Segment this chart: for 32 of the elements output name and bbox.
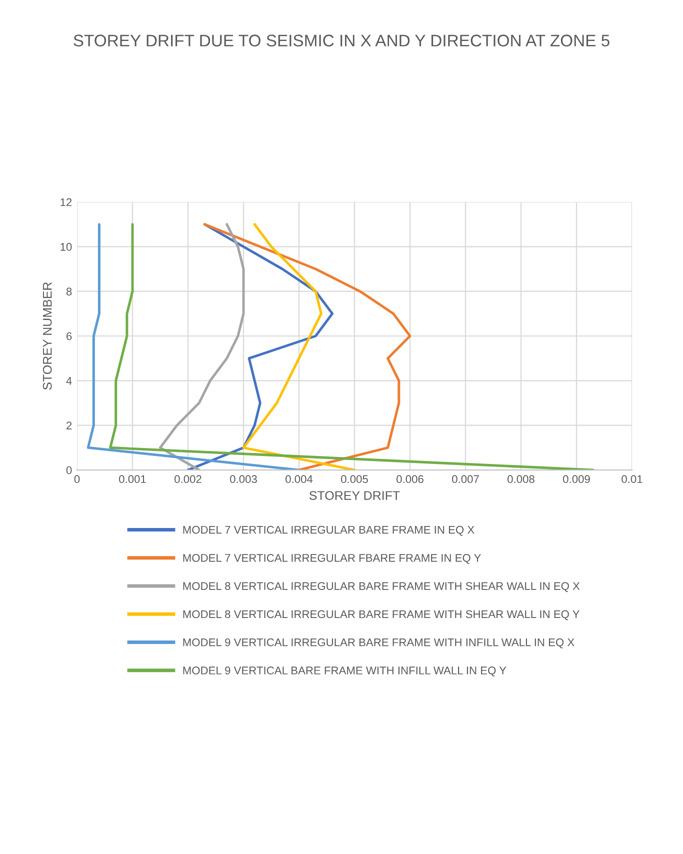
y-tick-label: 8 [66, 288, 72, 296]
x-tick-label: 0 [74, 475, 80, 484]
x-tick-label: 0.002 [174, 475, 202, 484]
y-tick-label: 12 [60, 198, 72, 206]
y-tick-label: 6 [66, 332, 72, 340]
line-series [86, 223, 300, 470]
legend-label: MODEL 8 VERTICAL IRREGULAR BARE FRAME WITH SHEAR WALL IN EQ X [183, 582, 580, 592]
x-tick-label: 0.008 [508, 475, 534, 484]
line-series [159, 223, 245, 470]
legend-label: MODEL 9 VERTICAL BARE FRAME WITH INFILL WALL IN EQ Y [183, 666, 506, 676]
line-series [109, 223, 594, 470]
x-tick-label: 0.005 [341, 475, 368, 484]
chart-title: STOREY DRIFT DUE TO SEISMIC IN X AND Y DIRECTION AT ZONE 5 [74, 34, 610, 46]
legend-label: MODEL 7 VERTICAL IRREGULAR FBARE FRAME IN EQ Y [183, 554, 481, 564]
y-tick-label: 2 [66, 422, 72, 430]
legend-label: MODEL 9 VERTICAL IRREGULAR BARE FRAME WITH INFILL WALL IN EQ X [183, 638, 574, 648]
y-axis-title: STOREY NUMBER [42, 282, 52, 390]
x-axis-title: STOREY DRIFT [309, 491, 400, 500]
x-tick-label: 0.009 [563, 475, 590, 484]
legend-label: MODEL 7 VERTICAL IRREGULAR BARE FRAME IN EQ X [183, 526, 474, 536]
y-tick-label: 0 [66, 466, 72, 474]
legend-label: MODEL 8 VERTICAL IRREGULAR BARE FRAME WITH SHEAR WALL IN EQ Y [183, 610, 580, 620]
line-series [203, 223, 412, 470]
x-tick-label: 0.007 [452, 475, 479, 484]
x-tick-label: 0.001 [119, 475, 146, 484]
line-series [242, 223, 356, 470]
y-tick-label: 10 [60, 242, 72, 251]
y-tick-label: 4 [66, 377, 72, 385]
x-tick-label: 0.006 [396, 475, 424, 484]
x-tick-label: 0.01 [622, 475, 642, 484]
x-tick-label: 0.003 [230, 475, 257, 484]
x-tick-label: 0.004 [286, 475, 313, 484]
